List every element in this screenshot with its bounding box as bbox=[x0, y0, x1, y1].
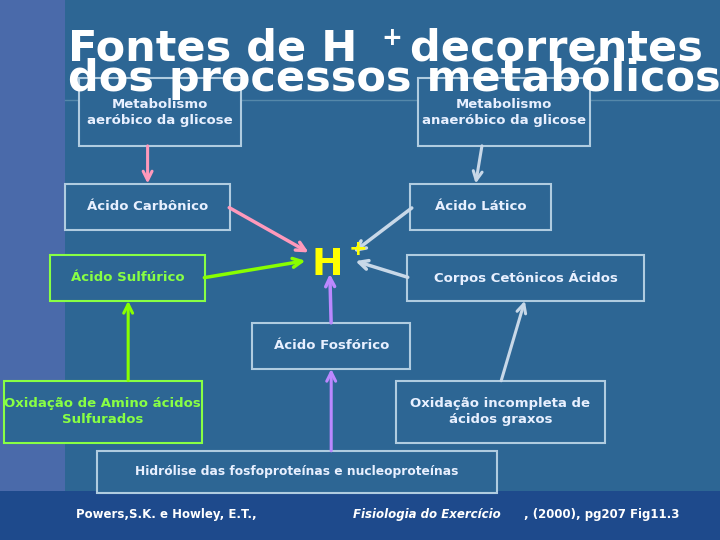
FancyBboxPatch shape bbox=[396, 381, 605, 443]
Text: Ácido Carbônico: Ácido Carbônico bbox=[87, 200, 208, 213]
Text: +: + bbox=[382, 26, 402, 50]
FancyBboxPatch shape bbox=[65, 0, 720, 491]
Text: Ácido Lático: Ácido Lático bbox=[435, 200, 526, 213]
FancyBboxPatch shape bbox=[418, 78, 590, 146]
FancyBboxPatch shape bbox=[50, 255, 205, 301]
Text: Oxidação de Amino ácidos
Sulfurados: Oxidação de Amino ácidos Sulfurados bbox=[4, 397, 201, 426]
FancyBboxPatch shape bbox=[4, 381, 202, 443]
Text: Ácido Sulfúrico: Ácido Sulfúrico bbox=[71, 271, 184, 285]
Text: Corpos Cetônicos Ácidos: Corpos Cetônicos Ácidos bbox=[433, 271, 618, 285]
Text: dos processos metabólicos: dos processos metabólicos bbox=[68, 57, 720, 100]
Text: Fontes de H: Fontes de H bbox=[68, 28, 358, 70]
Text: Ácido Fosfórico: Ácido Fosfórico bbox=[274, 339, 389, 353]
FancyBboxPatch shape bbox=[252, 323, 410, 369]
FancyBboxPatch shape bbox=[79, 78, 241, 146]
Text: decorrentes: decorrentes bbox=[395, 28, 703, 70]
FancyBboxPatch shape bbox=[0, 0, 65, 540]
Text: Metabolismo
anaeróbico da glicose: Metabolismo anaeróbico da glicose bbox=[422, 98, 586, 126]
Text: Oxidação incompleta de
ácidos graxos: Oxidação incompleta de ácidos graxos bbox=[410, 397, 590, 426]
FancyBboxPatch shape bbox=[65, 184, 230, 230]
FancyBboxPatch shape bbox=[410, 184, 551, 230]
FancyBboxPatch shape bbox=[97, 451, 497, 493]
Text: Powers,S.K. e Howley, E.T.,: Powers,S.K. e Howley, E.T., bbox=[76, 508, 261, 521]
Text: +: + bbox=[348, 239, 367, 260]
FancyBboxPatch shape bbox=[65, 491, 720, 540]
Text: Fisiologia do Exercício: Fisiologia do Exercício bbox=[353, 508, 500, 521]
Text: Metabolismo
aeróbico da glicose: Metabolismo aeróbico da glicose bbox=[87, 98, 233, 126]
FancyBboxPatch shape bbox=[0, 491, 65, 540]
Text: H: H bbox=[312, 247, 343, 282]
Text: Hidrólise das fosfoproteínas e nucleoproteínas: Hidrólise das fosfoproteínas e nucleopro… bbox=[135, 465, 459, 478]
FancyBboxPatch shape bbox=[407, 255, 644, 301]
Text: , (2000), pg207 Fig11.3: , (2000), pg207 Fig11.3 bbox=[524, 508, 680, 521]
